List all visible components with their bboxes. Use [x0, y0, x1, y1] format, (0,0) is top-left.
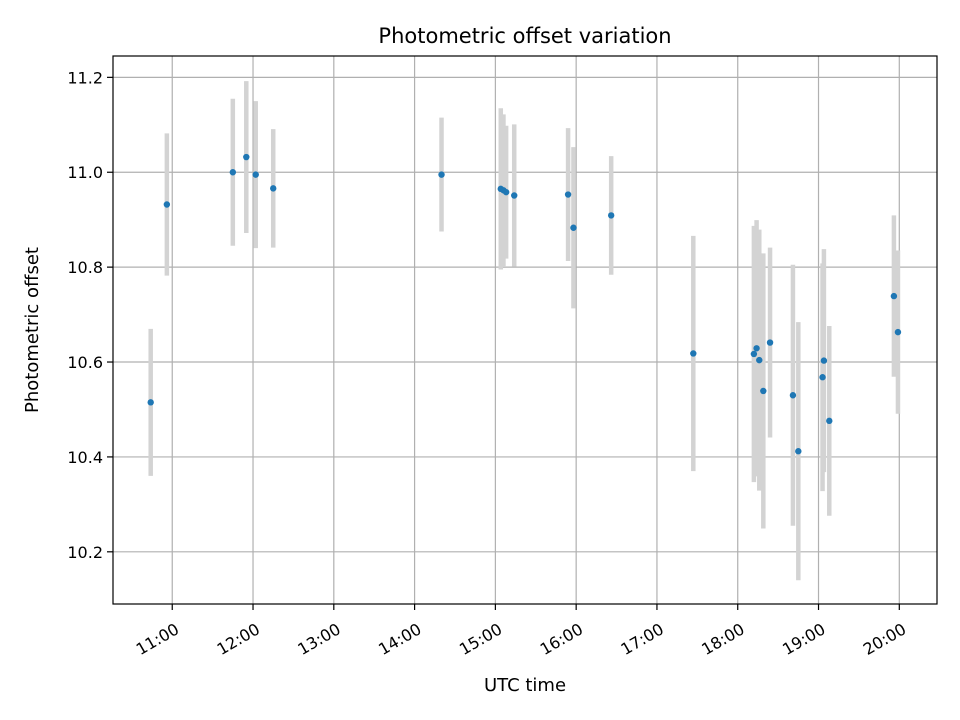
- data-point: [766, 339, 774, 346]
- data-point: [820, 357, 828, 364]
- y-tick-label: 10.4: [67, 448, 103, 467]
- data-point-layer: [147, 153, 902, 455]
- data-point: [564, 191, 572, 198]
- data-point: [750, 350, 758, 358]
- y-tick-label: 11.2: [67, 68, 103, 87]
- y-tick-label: 10.8: [67, 258, 103, 277]
- data-point: [243, 153, 250, 161]
- data-point: [607, 212, 615, 219]
- chart-title: Photometric offset variation: [378, 24, 671, 48]
- data-point: [570, 224, 577, 231]
- data-point: [163, 201, 171, 208]
- data-point: [270, 185, 277, 192]
- y-tick-label: 10.2: [67, 543, 103, 562]
- data-point: [795, 448, 802, 455]
- data-point: [229, 169, 237, 176]
- data-point: [502, 188, 510, 196]
- data-point: [819, 374, 826, 381]
- y-tick-label: 10.6: [67, 353, 103, 372]
- x-axis-label: UTC time: [484, 675, 566, 696]
- data-point: [252, 171, 259, 178]
- data-point: [789, 392, 797, 399]
- data-point: [438, 171, 445, 178]
- grid-layer: [113, 56, 937, 604]
- y-tick-label: 11.0: [67, 163, 103, 182]
- data-point: [147, 399, 154, 406]
- plot-frame: [112, 55, 938, 605]
- data-point: [511, 192, 518, 199]
- data-point: [756, 356, 763, 364]
- data-point: [894, 328, 902, 336]
- data-point: [760, 387, 767, 395]
- data-point: [890, 292, 898, 300]
- data-point: [753, 345, 760, 352]
- data-point: [826, 417, 833, 425]
- y-axis-label: Photometric offset: [22, 247, 43, 413]
- data-point: [690, 350, 697, 357]
